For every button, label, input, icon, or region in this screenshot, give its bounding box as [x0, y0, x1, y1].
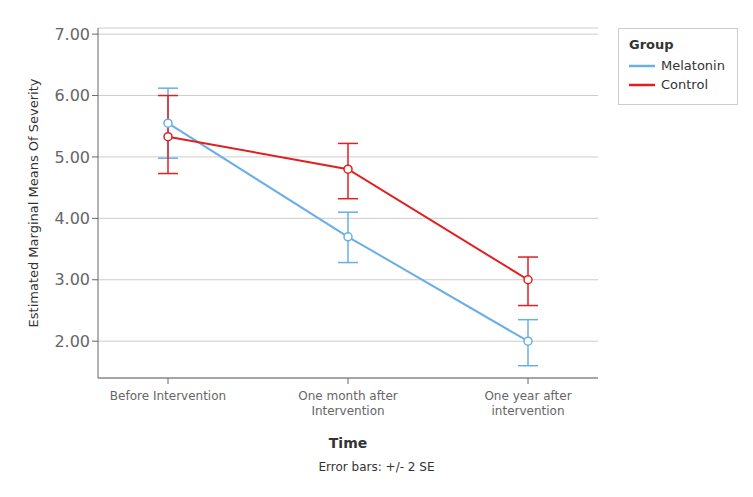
svg-text:Time: Time	[329, 435, 367, 451]
html-text:Group: Group	[629, 37, 674, 52]
html-text:Control: Control	[661, 77, 708, 92]
svg-text:2.00: 2.00	[54, 332, 90, 351]
svg-text:One month afterIntervention: One month afterIntervention	[298, 389, 397, 418]
svg-text:One year afterintervention: One year afterintervention	[484, 389, 571, 418]
html-text:Melatonin: Melatonin	[661, 58, 725, 73]
svg-text:5.00: 5.00	[54, 148, 90, 167]
svg-text:Estimated Marginal Means Of Se: Estimated Marginal Means Of Severity	[26, 78, 41, 327]
svg-text:3.00: 3.00	[54, 270, 90, 289]
svg-text:Before Intervention: Before Intervention	[110, 389, 226, 403]
svg-text:7.00: 7.00	[54, 25, 90, 44]
svg-text:6.00: 6.00	[54, 86, 90, 105]
svg-text:4.00: 4.00	[54, 209, 90, 228]
html-text:Error bars: +/- 2 SE: Error bars: +/- 2 SE	[318, 460, 435, 474]
